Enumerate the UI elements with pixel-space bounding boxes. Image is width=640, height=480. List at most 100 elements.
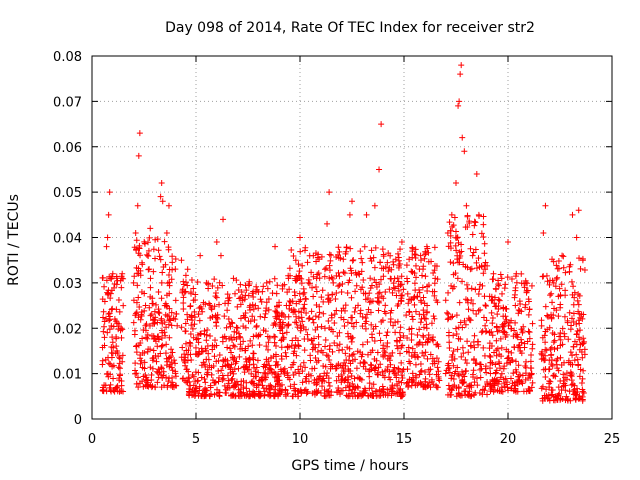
data-point bbox=[139, 350, 146, 357]
data-point bbox=[568, 373, 575, 380]
data-point bbox=[483, 317, 490, 324]
data-point bbox=[108, 287, 115, 294]
data-point bbox=[207, 332, 214, 339]
data-point bbox=[450, 375, 457, 382]
data-point bbox=[371, 276, 378, 283]
data-point bbox=[133, 343, 140, 350]
data-point bbox=[166, 363, 173, 370]
data-point bbox=[296, 268, 303, 275]
data-point bbox=[564, 317, 571, 324]
data-point bbox=[230, 370, 237, 377]
data-point bbox=[482, 302, 489, 309]
data-point bbox=[353, 282, 360, 289]
data-point bbox=[464, 264, 471, 271]
data-point bbox=[528, 282, 535, 289]
data-point bbox=[172, 368, 179, 375]
data-point bbox=[398, 273, 405, 280]
data-point bbox=[490, 382, 497, 389]
data-point bbox=[221, 313, 228, 320]
data-point bbox=[569, 211, 576, 218]
data-point bbox=[327, 365, 334, 372]
data-point bbox=[422, 250, 429, 257]
data-point bbox=[151, 320, 158, 327]
data-point bbox=[156, 310, 163, 317]
data-point bbox=[367, 285, 374, 292]
data-point bbox=[283, 353, 290, 360]
data-point bbox=[310, 319, 317, 326]
data-point bbox=[361, 359, 368, 366]
data-point bbox=[408, 331, 415, 338]
data-point bbox=[384, 329, 391, 336]
data-point bbox=[137, 272, 144, 279]
data-point bbox=[312, 354, 319, 361]
data-point bbox=[107, 381, 114, 388]
data-point bbox=[162, 261, 169, 268]
data-point bbox=[395, 250, 402, 257]
data-point bbox=[374, 298, 381, 305]
data-point bbox=[208, 306, 215, 313]
data-point bbox=[451, 283, 458, 290]
data-point bbox=[118, 334, 125, 341]
data-point bbox=[397, 246, 404, 253]
data-point bbox=[395, 369, 402, 376]
data-point bbox=[418, 315, 425, 322]
data-point bbox=[227, 345, 234, 352]
data-point bbox=[360, 276, 367, 283]
data-point bbox=[561, 382, 568, 389]
data-point bbox=[447, 239, 454, 246]
data-point bbox=[414, 332, 421, 339]
data-point bbox=[187, 382, 194, 389]
data-point bbox=[447, 232, 454, 239]
data-point bbox=[146, 322, 153, 329]
data-point bbox=[235, 365, 242, 372]
data-point bbox=[155, 288, 162, 295]
data-point bbox=[132, 360, 139, 367]
data-point bbox=[298, 390, 305, 397]
data-point bbox=[483, 369, 490, 376]
data-point bbox=[163, 229, 170, 236]
data-point bbox=[571, 386, 578, 393]
y-tick-label: 0.04 bbox=[53, 232, 82, 247]
data-point bbox=[241, 369, 248, 376]
data-point bbox=[116, 354, 123, 361]
data-point bbox=[278, 337, 285, 344]
data-point bbox=[190, 285, 197, 292]
data-point bbox=[570, 343, 577, 350]
data-point bbox=[158, 365, 165, 372]
data-point bbox=[570, 301, 577, 308]
data-point bbox=[138, 311, 145, 318]
data-point bbox=[497, 374, 504, 381]
data-point bbox=[399, 375, 406, 382]
data-point bbox=[272, 362, 279, 369]
data-point bbox=[348, 320, 355, 327]
data-point bbox=[368, 362, 375, 369]
data-point bbox=[329, 291, 336, 298]
data-point bbox=[486, 352, 493, 359]
data-point bbox=[492, 285, 499, 292]
data-point bbox=[147, 293, 154, 300]
data-point bbox=[379, 246, 386, 253]
data-point bbox=[373, 357, 380, 364]
data-point bbox=[140, 383, 147, 390]
data-point bbox=[550, 372, 557, 379]
data-point bbox=[551, 331, 558, 338]
data-point bbox=[288, 307, 295, 314]
data-point bbox=[364, 351, 371, 358]
data-point bbox=[450, 347, 457, 354]
data-point bbox=[377, 361, 384, 368]
data-point bbox=[168, 346, 175, 353]
data-point bbox=[397, 350, 404, 357]
data-point bbox=[260, 283, 267, 290]
data-point bbox=[303, 309, 310, 316]
data-point bbox=[433, 341, 440, 348]
data-point bbox=[551, 337, 558, 344]
data-point bbox=[257, 296, 264, 303]
data-point bbox=[288, 246, 295, 253]
data-point bbox=[362, 320, 369, 327]
data-point bbox=[330, 279, 337, 286]
data-point bbox=[369, 347, 376, 354]
data-point bbox=[389, 385, 396, 392]
data-point bbox=[196, 304, 203, 311]
data-point bbox=[325, 318, 332, 325]
data-point bbox=[261, 314, 268, 321]
